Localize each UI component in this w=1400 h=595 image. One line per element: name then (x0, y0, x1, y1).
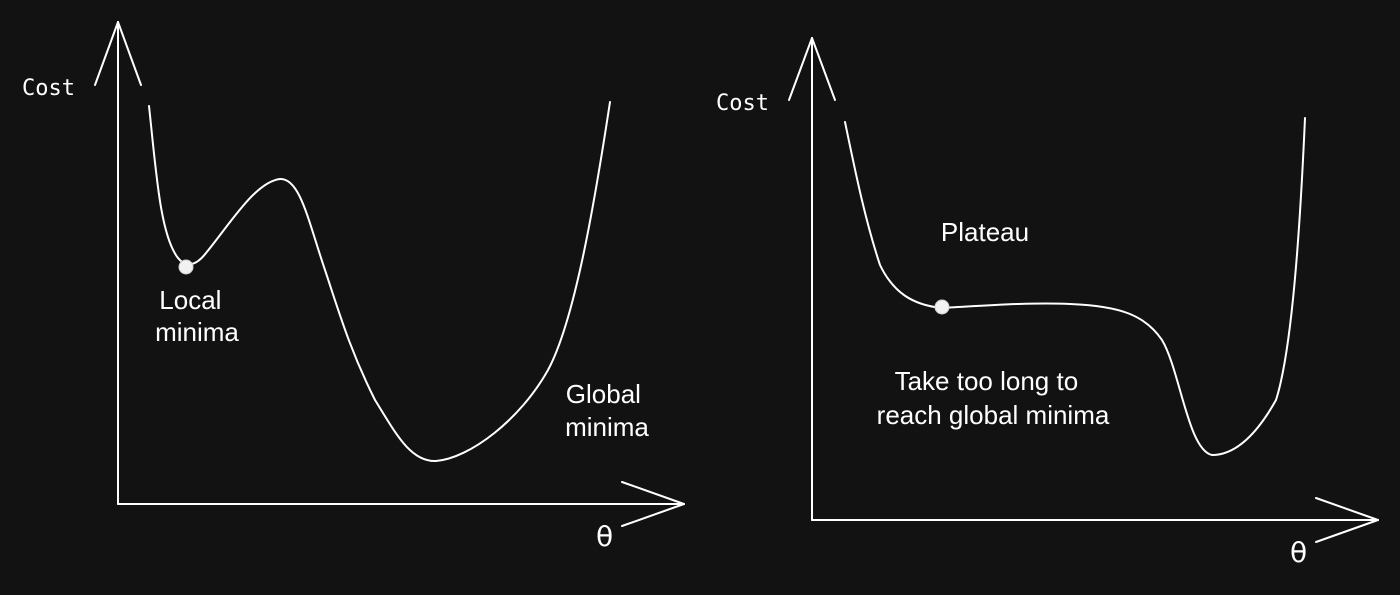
plateau-marker (934, 299, 950, 315)
local-minima-label-line-1: Local (159, 285, 221, 315)
y-axis (788, 37, 836, 521)
plateau-note: Take too long to reach global minima (877, 366, 1110, 430)
x-axis-arrowhead-bottom (621, 503, 685, 527)
global-minima-label: Global minima (565, 379, 649, 442)
global-minima-label-line-1: Global (566, 379, 641, 409)
plateau-label: Plateau (941, 217, 1029, 247)
x-axis-label: θ (1290, 536, 1307, 569)
plateau-note-line-1: Take too long to (895, 366, 1079, 396)
global-minima-label-line-2: minima (565, 412, 649, 442)
cost-curve (148, 101, 611, 463)
local-minima-label: Local minima (155, 285, 239, 347)
local-minima-diagram: Cost θ Local minima Global minima (22, 21, 685, 553)
x-axis (117, 481, 685, 527)
local-minimum-marker (178, 259, 194, 275)
x-axis-arrowhead-top (621, 481, 685, 505)
plateau-diagram: Cost θ Plateau Take too long to reach gl… (716, 37, 1379, 569)
y-axis-arrowhead-left (94, 21, 119, 86)
x-axis-arrowhead-bottom (1315, 519, 1379, 543)
plateau-note-line-2: reach global minima (877, 400, 1110, 430)
y-axis-label: Cost (22, 76, 75, 101)
y-axis (94, 21, 142, 505)
y-axis-arrowhead-right (811, 37, 836, 101)
x-axis-arrowhead-top (1315, 497, 1379, 521)
y-axis-arrowhead-left (788, 37, 813, 101)
local-minima-label-line-2: minima (155, 317, 239, 347)
x-axis (811, 497, 1379, 543)
cost-curve (844, 117, 1306, 456)
x-axis-label: θ (596, 520, 613, 553)
y-axis-label: Cost (716, 91, 769, 116)
y-axis-arrowhead-right (117, 21, 142, 86)
